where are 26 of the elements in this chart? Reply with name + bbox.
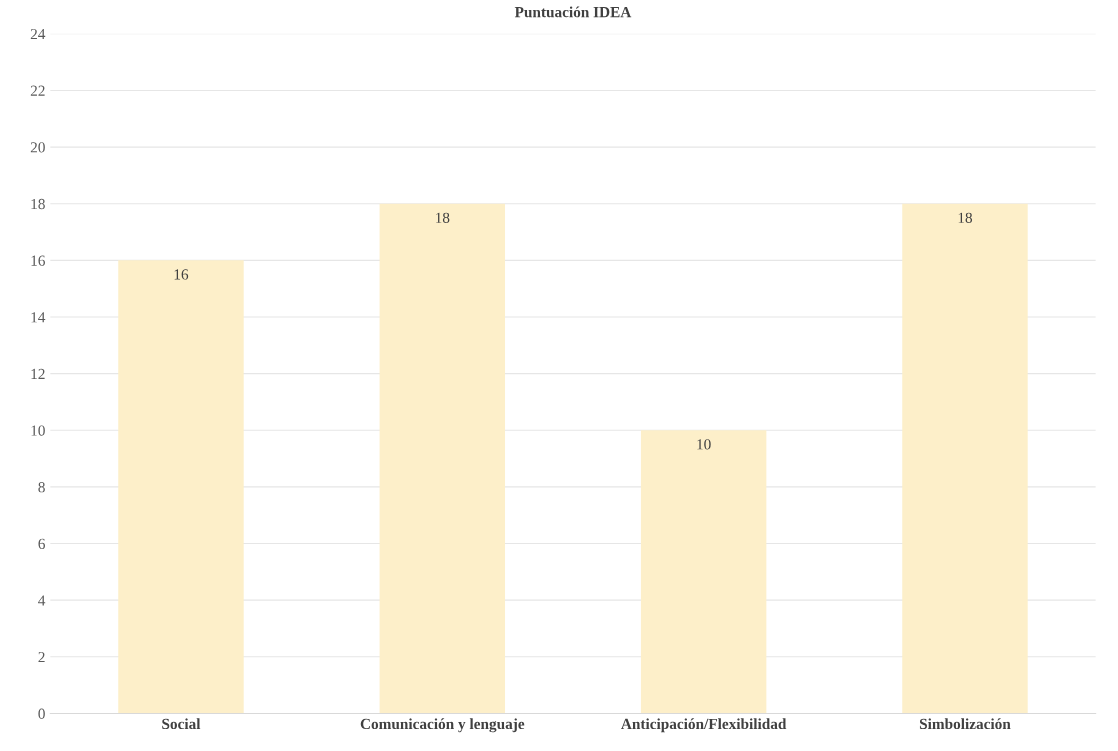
- data-label: 18: [958, 212, 973, 223]
- y-tick-label: 20: [30, 142, 45, 153]
- bar: [640, 430, 767, 714]
- y-tick-label: 16: [31, 255, 45, 266]
- x-tick-label: Anticipación/Flexibilidad: [621, 718, 787, 733]
- y-tick-label: 8: [38, 482, 45, 493]
- bar: [379, 203, 506, 714]
- y-tick-label: 2: [38, 652, 45, 663]
- y-tick-label: 0: [38, 708, 45, 719]
- x-tick-label: Comunicación y lenguaje: [360, 718, 525, 733]
- y-tick-label: 10: [31, 425, 45, 436]
- bar: [902, 203, 1028, 714]
- x-tick-label: Social: [162, 718, 201, 730]
- y-tick-label: 6: [38, 538, 45, 549]
- y-tick-label: 12: [31, 368, 45, 379]
- x-tick-label: Simbolización: [919, 718, 1011, 730]
- chart-title: Puntuación IDEA: [514, 6, 632, 18]
- y-tick-label: 14: [31, 312, 46, 323]
- data-label: 18: [436, 212, 450, 223]
- y-tick-label: 18: [31, 198, 45, 210]
- bar: [118, 260, 244, 714]
- y-tick-label: 22: [30, 85, 45, 96]
- data-label: 16: [174, 269, 189, 280]
- y-tick-label: 4: [38, 595, 46, 606]
- y-tick-label: 24: [30, 28, 46, 40]
- data-label: 10: [697, 439, 711, 450]
